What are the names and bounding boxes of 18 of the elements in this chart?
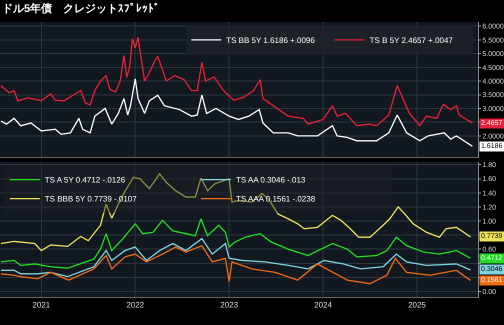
x-tick-label: 2021 xyxy=(32,300,51,310)
line-series xyxy=(0,36,474,126)
legend-label: TS B 5Y 2.4657 +.0047 xyxy=(370,36,454,45)
x-tick-label: 2023 xyxy=(220,300,239,310)
legend-label: TS AAA 0.1561 -.0238 xyxy=(236,194,316,204)
legend-label: TS AA 0.3046 -.013 xyxy=(236,176,306,185)
line-series xyxy=(0,245,472,284)
x-tick-label: 2025 xyxy=(408,300,426,310)
legend-label: TS BBB 5Y 0.7739 -.0107 xyxy=(44,194,138,204)
line-series xyxy=(0,218,472,269)
legend-label: TS BB 5Y 1.6186 +.0096 xyxy=(226,36,316,45)
legend-label: TS A 5Y 0.4712 -.0126 xyxy=(44,176,126,185)
chart-title: ドル5年債 クレジットｽﾌﾟﾚｯﾄﾞ xyxy=(2,2,160,15)
x-tick-label: 2022 xyxy=(126,300,145,310)
x-tick-label: 2024 xyxy=(314,300,332,310)
line-series xyxy=(0,78,474,147)
line-series xyxy=(0,238,472,278)
line-series xyxy=(0,173,472,252)
